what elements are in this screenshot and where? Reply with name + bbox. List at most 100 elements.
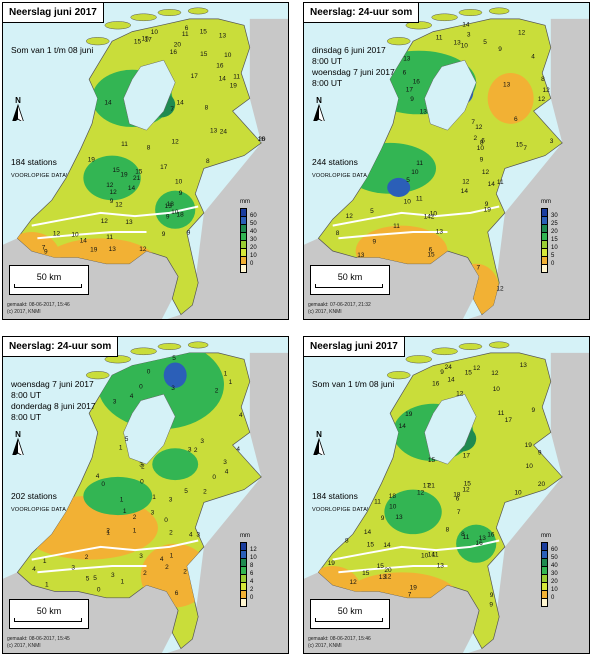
- legend-unit: mm: [240, 533, 250, 539]
- credit-line: (c) 2017, KNMI: [7, 643, 41, 649]
- station-value: 19: [525, 442, 533, 449]
- station-value: 11: [374, 498, 381, 505]
- north-label: N: [15, 96, 21, 105]
- station-value: 12: [518, 29, 526, 36]
- station-value: 14: [399, 423, 407, 430]
- station-value: 13: [454, 40, 462, 47]
- station-value: 15: [516, 142, 524, 149]
- station-value: 1: [123, 508, 127, 515]
- precip-region: [487, 72, 534, 124]
- north-label: N: [316, 430, 322, 439]
- precip-region: [456, 524, 497, 563]
- legend-tick: 10: [551, 245, 558, 251]
- map-panel-1: 15 21 19 24 17 16 19 12 13 19 20 14 15 11 17 12 14 19 13 18…: [2, 2, 289, 320]
- scale-line: [14, 618, 82, 622]
- scale-line: [315, 618, 383, 622]
- credit-line: (c) 2017, KNMI: [7, 309, 41, 315]
- legend-unit: mm: [541, 533, 551, 539]
- period-info: Som van 1 t/m 08 juni: [312, 379, 394, 390]
- station-value: 4: [239, 412, 243, 419]
- station-value: 14: [128, 185, 136, 192]
- legend-tick: 40: [551, 563, 558, 569]
- wadden-island: [187, 341, 209, 349]
- legend-tick: 60: [250, 213, 257, 219]
- station-value: 20: [174, 41, 182, 48]
- wadden-island: [85, 371, 110, 380]
- station-value: 6: [403, 70, 407, 77]
- station-value: 17: [145, 37, 153, 44]
- station-value: 0: [147, 369, 151, 376]
- station-value: 19: [230, 82, 238, 89]
- precipitation-map: 1521192417161912131920141511171214191318…: [3, 7, 288, 319]
- legend-swatch: [541, 264, 548, 273]
- station-value: 13: [125, 219, 133, 226]
- station-value: 11: [182, 31, 189, 38]
- station-value: 3: [171, 385, 175, 392]
- credit-line: (c) 2017, KNMI: [308, 309, 342, 315]
- station-value: 8: [541, 76, 545, 83]
- station-value: 12: [473, 365, 481, 372]
- station-value: 5: [184, 488, 188, 495]
- station-value: 0: [101, 481, 105, 488]
- credit: gemaakt: 08-06-2017, 15:45 (c) 2017, KNMI: [7, 636, 70, 650]
- station-value: 15: [142, 35, 150, 42]
- station-value: 10: [461, 42, 469, 49]
- station-value: 7: [42, 245, 46, 252]
- station-value: 12: [482, 169, 490, 176]
- station-value: 10: [493, 386, 501, 393]
- station-value: 12: [456, 390, 464, 397]
- station-value: 14: [364, 529, 372, 536]
- station-value: 16: [170, 49, 178, 56]
- wadden-island: [386, 37, 411, 46]
- station-value: 6: [429, 247, 433, 254]
- period-info: Som van 1 t/m 08 juni: [11, 45, 93, 56]
- station-value: 19: [88, 157, 96, 164]
- station-value: 11: [416, 160, 423, 167]
- station-value: 1: [119, 445, 123, 452]
- station-value: 12: [543, 87, 551, 94]
- station-value: 11: [432, 552, 439, 559]
- river: [338, 231, 448, 240]
- credit: gemaakt: 08-06-2017, 15:46 (c) 2017, KNMI: [7, 302, 70, 316]
- station-value: 5: [406, 177, 410, 184]
- station-count: 184 stations: [312, 491, 358, 501]
- station-value: 8: [480, 140, 484, 147]
- station-value: 9: [538, 450, 542, 457]
- station-value: 3: [223, 459, 227, 466]
- station-value: 9: [480, 157, 484, 164]
- river: [332, 205, 500, 227]
- station-value: 1: [224, 370, 228, 377]
- precip-region: [83, 476, 153, 516]
- wadden-island: [157, 343, 182, 350]
- station-value: 21: [428, 482, 436, 489]
- station-value: 17: [423, 483, 431, 490]
- river: [31, 205, 199, 227]
- precip-region: [384, 489, 442, 535]
- station-value: 12: [53, 230, 61, 237]
- legend-tick: 0: [551, 595, 555, 601]
- legend-tick: 5: [551, 253, 555, 259]
- station-value: 19: [405, 411, 413, 418]
- station-value: 12: [139, 246, 147, 253]
- station-value: 2: [141, 463, 145, 470]
- station-value: 16: [487, 532, 495, 539]
- station-value: 2: [165, 564, 169, 571]
- scale-bar: 50 km: [9, 599, 89, 629]
- belgium-area: [304, 238, 480, 319]
- wadden-island: [85, 37, 110, 46]
- station-value: 10: [224, 52, 232, 59]
- legend-tick: 12: [250, 547, 257, 553]
- color-legend: mm 60 50 40 30 20 10 0: [541, 533, 563, 612]
- station-value: 14: [80, 237, 88, 244]
- station-value: 18: [167, 201, 175, 208]
- station-count: 184 stations: [11, 157, 57, 167]
- station-value: 9: [410, 96, 414, 103]
- station-value: 4: [189, 531, 193, 538]
- station-value: 7: [471, 119, 475, 126]
- credit-line: gemaakt: 08-06-2017, 15:46: [308, 636, 371, 642]
- station-value: 8: [205, 105, 209, 112]
- station-value: 16: [413, 78, 421, 85]
- station-value: 4: [130, 393, 134, 400]
- credit: gemaakt: 08-06-2017, 15:46 (c) 2017, KNMI: [308, 636, 371, 650]
- preliminary-data-note: VOORLOPIGE DATA: [11, 507, 67, 513]
